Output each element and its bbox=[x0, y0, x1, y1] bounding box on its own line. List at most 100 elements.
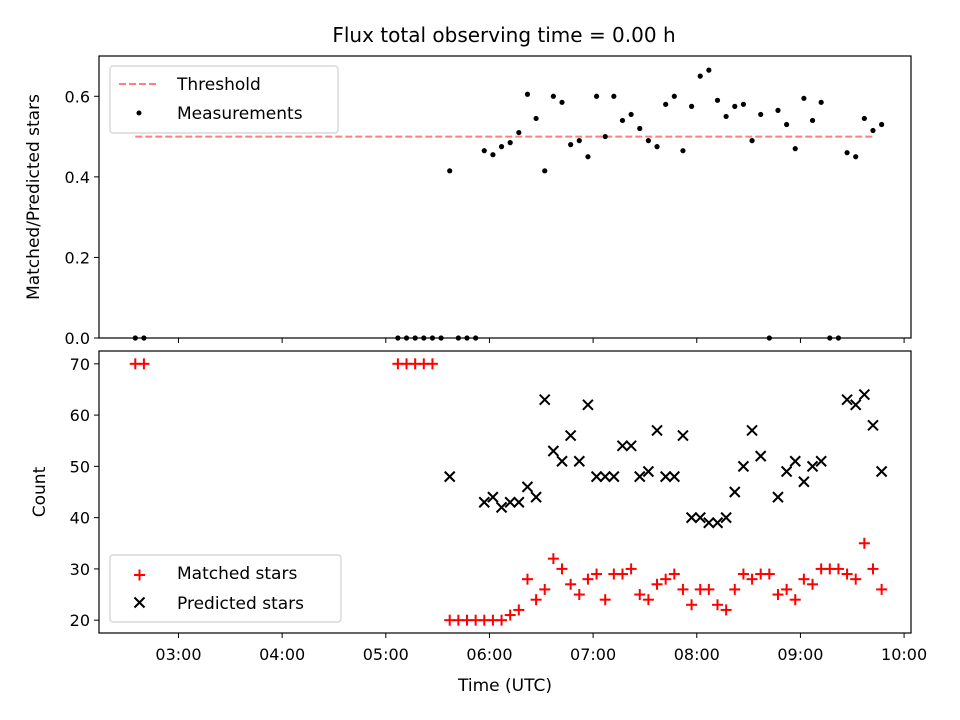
matched-stars-point bbox=[539, 583, 551, 595]
matched-stars-point bbox=[798, 573, 810, 585]
predicted-stars-point bbox=[867, 419, 879, 432]
measurement-point bbox=[732, 103, 738, 109]
measurement-point bbox=[447, 168, 453, 174]
predicted-stars-legend-label: Predicted stars bbox=[177, 594, 304, 614]
matched-stars-point bbox=[513, 604, 525, 616]
ratio-legend-box bbox=[109, 65, 339, 134]
x-tick-label: 06:00 bbox=[466, 645, 512, 664]
predicted-stars-point bbox=[737, 460, 750, 473]
predicted-stars-point bbox=[444, 470, 456, 483]
predicted-stars-point bbox=[608, 470, 620, 483]
ratio-y-tick-label: 0.0 bbox=[65, 329, 90, 348]
matched-stars-point bbox=[876, 583, 888, 595]
measurement-point bbox=[637, 125, 643, 132]
matched-stars-point bbox=[668, 568, 680, 580]
matched-stars-point bbox=[841, 568, 853, 580]
predicted-stars-point bbox=[625, 440, 637, 452]
predicted-stars-point bbox=[616, 440, 629, 452]
ratio-y-tick-label: 0.2 bbox=[65, 248, 90, 267]
predicted-stars-point bbox=[850, 399, 862, 411]
count-y-tick-label: 60 bbox=[70, 406, 90, 425]
predicted-stars-point bbox=[729, 486, 741, 498]
matched-stars-point bbox=[807, 578, 819, 590]
measurement-point bbox=[809, 117, 816, 124]
predicted-stars-point bbox=[798, 476, 810, 488]
matched-stars-point bbox=[642, 594, 654, 606]
predicted-stars-point bbox=[504, 496, 516, 508]
predicted-stars-point bbox=[556, 455, 568, 467]
matched-stars-point bbox=[599, 594, 611, 606]
x-tick-label: 08:00 bbox=[674, 645, 720, 664]
predicted-stars-point bbox=[590, 470, 603, 483]
predicted-stars-point bbox=[806, 460, 819, 473]
matched-stars-legend-swatch bbox=[134, 569, 145, 581]
matched-stars-legend-label: Matched stars bbox=[177, 564, 297, 584]
matched-stars-point bbox=[591, 568, 603, 580]
measurement-point bbox=[801, 95, 807, 101]
measurement-point bbox=[533, 115, 539, 122]
measurement-point bbox=[688, 103, 695, 109]
measurement-point bbox=[602, 133, 608, 140]
count-y-tick-label: 50 bbox=[70, 457, 90, 476]
predicted-stars-point bbox=[547, 445, 560, 457]
matched-stars-point bbox=[496, 614, 508, 626]
matched-stars-point bbox=[763, 568, 775, 580]
matched-stars-point bbox=[660, 573, 672, 585]
matched-stars-point bbox=[565, 578, 577, 590]
matched-stars-point bbox=[772, 589, 784, 601]
matched-stars-point bbox=[729, 583, 741, 595]
measurement-point bbox=[663, 101, 669, 107]
measurement-point bbox=[481, 148, 487, 154]
measurement-point bbox=[818, 99, 824, 105]
measurement-point bbox=[593, 93, 600, 99]
measurement-point bbox=[784, 121, 790, 128]
x-tick-label: 04:00 bbox=[259, 645, 305, 664]
matched-stars-point bbox=[789, 594, 801, 606]
measurement-point bbox=[740, 101, 747, 107]
ratio-y-tick-label: 0.6 bbox=[65, 87, 90, 106]
matched-stars-point bbox=[712, 599, 724, 611]
predicted-stars-point bbox=[677, 429, 689, 442]
measurement-point bbox=[680, 148, 686, 154]
matched-stars-point bbox=[138, 358, 150, 370]
predicted-stars-point bbox=[746, 424, 758, 437]
matched-stars-point bbox=[625, 563, 637, 575]
measurements-legend-label: Measurements bbox=[177, 104, 303, 124]
measurement-point bbox=[879, 121, 885, 128]
matched-stars-point bbox=[556, 563, 568, 575]
matched-stars-point bbox=[850, 573, 862, 585]
ratio-legend: Threshold Measurements bbox=[109, 65, 339, 134]
count-data-layer bbox=[129, 358, 888, 626]
count-y-tick-label: 70 bbox=[70, 355, 90, 374]
measurement-point bbox=[559, 99, 565, 105]
matched-stars-point bbox=[426, 358, 438, 370]
measurements-legend-swatch bbox=[136, 110, 142, 116]
measurement-point bbox=[654, 144, 660, 150]
measurement-point bbox=[498, 144, 505, 150]
matched-stars-point bbox=[616, 568, 628, 580]
matched-stars-point bbox=[530, 594, 542, 606]
matched-stars-point bbox=[832, 563, 844, 575]
x-tick-label: 03:00 bbox=[155, 645, 201, 664]
x-tick-label: 07:00 bbox=[570, 645, 616, 664]
measurement-point bbox=[792, 146, 798, 152]
measurement-point bbox=[576, 138, 582, 144]
measurement-point bbox=[749, 138, 755, 144]
predicted-stars-point bbox=[573, 455, 585, 467]
measurement-point bbox=[490, 152, 496, 158]
measurement-point bbox=[619, 117, 626, 124]
predicted-stars-point bbox=[599, 470, 611, 483]
measurement-point bbox=[611, 93, 617, 99]
measurement-point bbox=[697, 73, 703, 79]
predicted-stars-point bbox=[487, 491, 499, 503]
measurement-point bbox=[706, 67, 712, 73]
measurement-point bbox=[861, 115, 867, 122]
x-axis-label: Time (UTC) bbox=[457, 676, 552, 696]
predicted-stars-point bbox=[564, 429, 577, 442]
ratio-plot-frame bbox=[98, 55, 912, 339]
matched-stars-point bbox=[504, 609, 516, 621]
measurement-point bbox=[758, 111, 764, 118]
measurement-point bbox=[550, 93, 556, 99]
predicted-stars-point bbox=[789, 455, 801, 467]
